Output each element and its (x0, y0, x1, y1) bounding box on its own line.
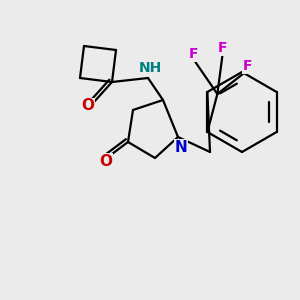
Text: O: O (82, 98, 94, 113)
Text: F: F (243, 59, 252, 73)
Text: F: F (189, 47, 198, 61)
Text: N: N (175, 140, 188, 154)
Text: NH: NH (138, 61, 162, 75)
Text: F: F (218, 41, 227, 55)
Text: O: O (100, 154, 112, 169)
